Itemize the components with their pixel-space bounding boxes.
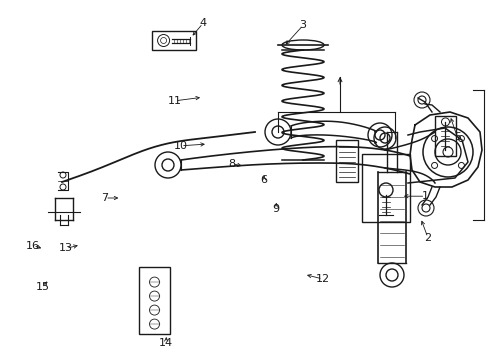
Text: 2: 2: [424, 233, 430, 243]
Text: 6: 6: [260, 175, 267, 185]
Bar: [335, 140, 357, 182]
Text: 15: 15: [36, 282, 50, 292]
Text: 1: 1: [421, 191, 428, 201]
Bar: [361, 154, 409, 222]
Text: 8: 8: [228, 159, 235, 169]
Bar: [151, 31, 195, 50]
Text: 16: 16: [26, 240, 40, 251]
Text: 11: 11: [168, 96, 182, 106]
Bar: [139, 267, 169, 334]
Bar: [434, 116, 455, 156]
Text: 10: 10: [174, 141, 187, 151]
Text: 13: 13: [59, 243, 73, 253]
Text: 7: 7: [102, 193, 108, 203]
Text: 9: 9: [272, 204, 279, 214]
Text: 14: 14: [159, 338, 173, 348]
Text: 3: 3: [299, 20, 306, 30]
Text: 4: 4: [199, 18, 206, 28]
Text: 12: 12: [315, 274, 329, 284]
Text: 5: 5: [453, 132, 460, 142]
